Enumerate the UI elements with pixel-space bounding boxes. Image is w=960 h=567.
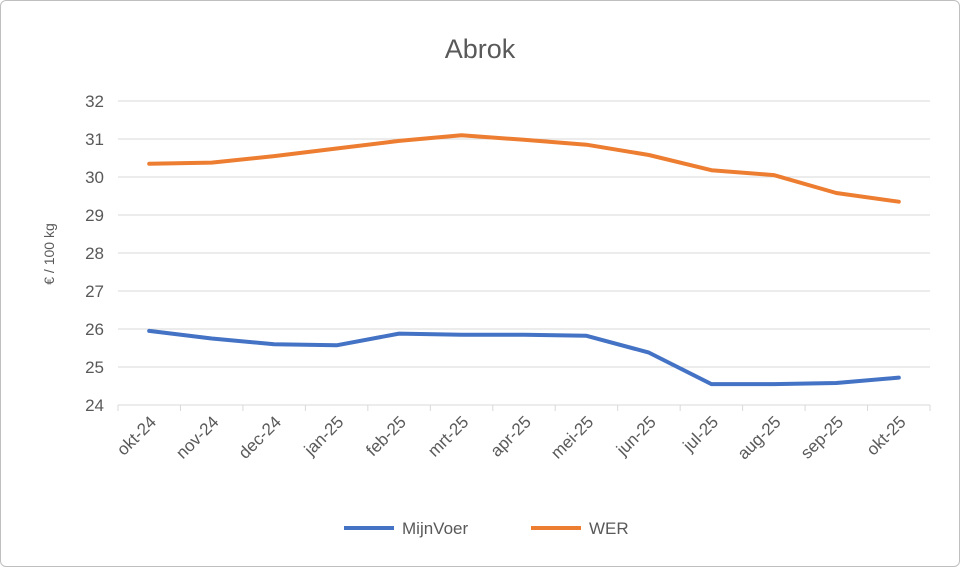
x-tick-label: dec-24	[235, 412, 285, 462]
y-tick-label: 26	[85, 320, 104, 339]
x-tick-label: okt-24	[113, 412, 160, 459]
x-tick-label: apr-25	[487, 412, 535, 460]
y-axis: 24 25 26 27 28 29 30 31 32	[85, 92, 104, 415]
x-axis	[117, 404, 931, 411]
chart-title: Abrok	[445, 34, 516, 64]
legend: MijnVoer WER	[344, 519, 629, 538]
x-tick-label: sep-25	[797, 412, 847, 462]
x-tick-label: jun-25	[612, 412, 660, 460]
series-line-wer	[147, 133, 901, 204]
y-axis-title: € / 100 kg	[41, 223, 57, 285]
y-tick-label: 31	[85, 130, 104, 149]
x-tick-label: jul-25	[679, 412, 723, 456]
x-tick-label: mei-25	[547, 412, 597, 462]
x-tick-label: jan-25	[300, 412, 348, 460]
x-tick-label: feb-25	[362, 412, 410, 460]
y-tick-label: 24	[85, 396, 104, 415]
x-tick-label: aug-25	[734, 412, 785, 463]
y-tick-label: 27	[85, 282, 104, 301]
legend-label: WER	[589, 519, 629, 538]
y-tick-label: 32	[85, 92, 104, 111]
series-lines	[147, 133, 901, 387]
y-tick-label: 25	[85, 358, 104, 377]
x-tick-label: nov-24	[172, 412, 222, 462]
series-line-mijnvoer	[147, 328, 901, 387]
y-tick-label: 28	[85, 244, 104, 263]
y-tick-label: 29	[85, 206, 104, 225]
x-axis-tick-labels: okt-24 nov-24 dec-24 jan-25 feb-25 mrt-25 apr-…	[113, 412, 909, 463]
x-tick-label: mrt-25	[424, 412, 472, 460]
x-tick-label: okt-25	[863, 412, 910, 459]
y-tick-label: 30	[85, 168, 104, 187]
gridlines	[118, 100, 930, 368]
legend-label: MijnVoer	[402, 519, 468, 538]
